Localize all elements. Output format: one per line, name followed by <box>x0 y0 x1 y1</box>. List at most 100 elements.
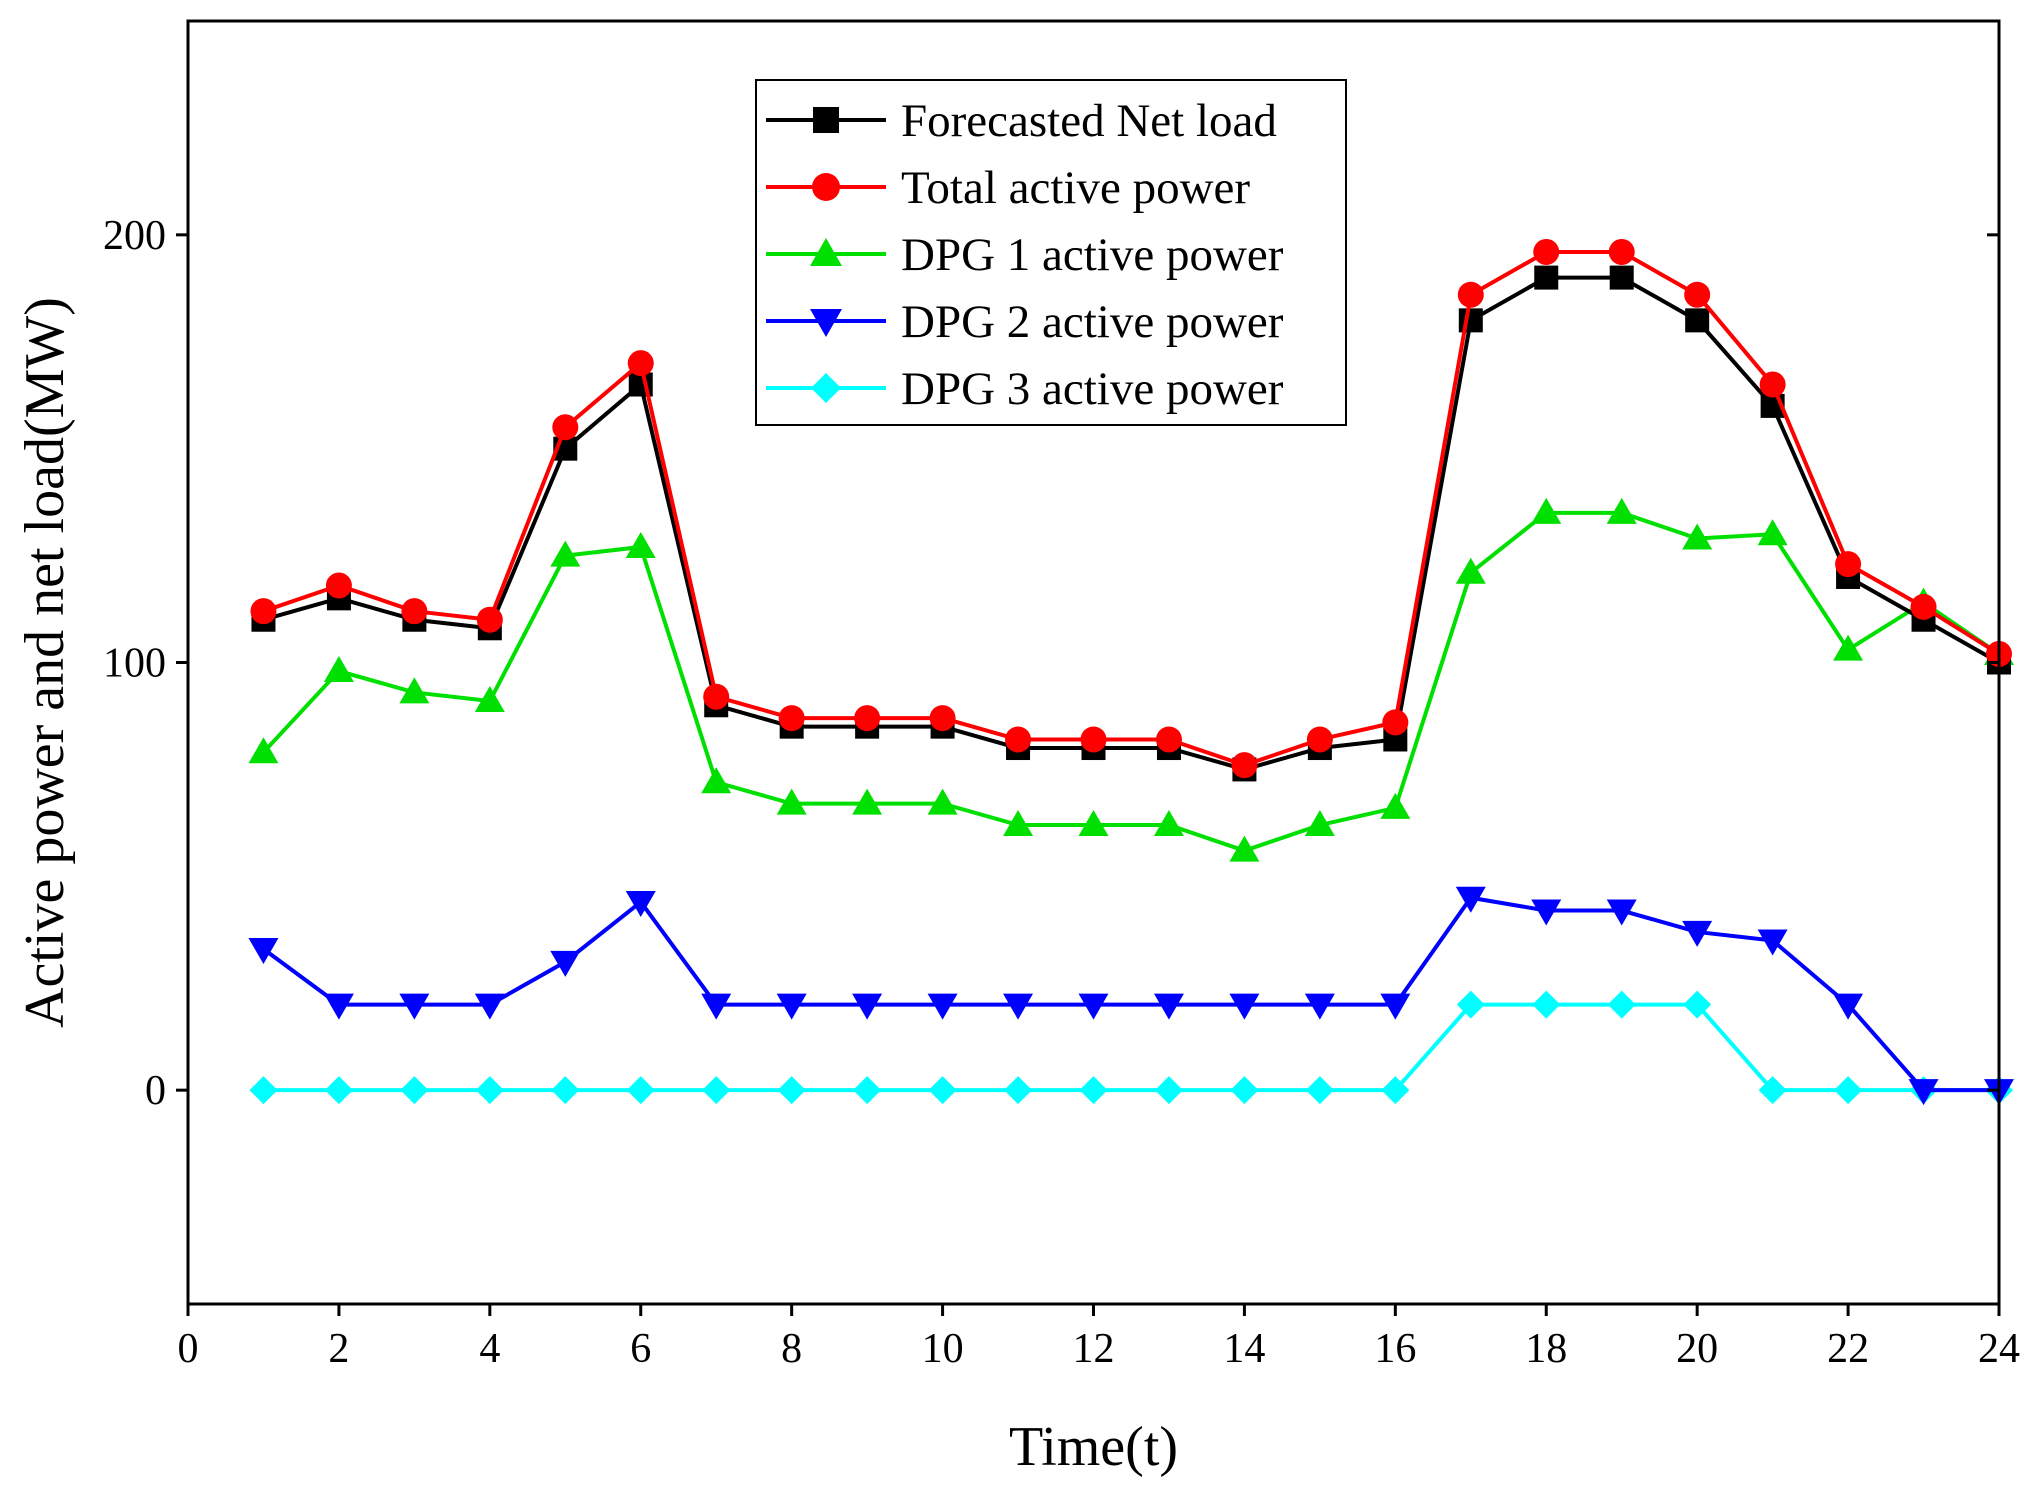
data-point <box>1456 990 1485 1019</box>
data-point <box>1304 810 1335 837</box>
data-point <box>550 950 581 977</box>
data-point <box>552 414 579 441</box>
data-point <box>1684 281 1711 308</box>
data-point <box>776 993 807 1020</box>
data-point <box>1682 523 1713 550</box>
data-point <box>1758 1076 1787 1105</box>
data-point <box>1305 1076 1334 1105</box>
series-line <box>262 249 2001 768</box>
legend-item: DPG 2 active power <box>766 296 1284 348</box>
legend-item: DPG 1 active power <box>766 229 1284 281</box>
legend-marker <box>810 238 842 266</box>
legend: Forecasted Net load Total active power DPG… <box>755 79 1347 426</box>
data-point <box>701 767 732 794</box>
data-point <box>1380 993 1411 1020</box>
data-point <box>701 993 732 1020</box>
legend-item: DPG 3 active power <box>766 363 1284 415</box>
x-tick-label: 0 <box>178 1326 199 1372</box>
x-tick-label: 8 <box>781 1326 802 1372</box>
data-point <box>853 1076 882 1105</box>
data-point <box>1078 810 1109 837</box>
x-tick-label: 12 <box>1073 1326 1115 1372</box>
data-point <box>551 1076 580 1105</box>
legend-label: DPG 3 active power <box>901 363 1284 415</box>
series-5 <box>249 990 2013 1105</box>
data-point <box>324 1076 353 1105</box>
x-tick-label: 20 <box>1676 1326 1718 1372</box>
data-point <box>1079 1076 1108 1105</box>
data-point <box>1231 752 1258 779</box>
data-point <box>625 532 656 559</box>
x-tick-label: 18 <box>1525 1326 1567 1372</box>
data-point <box>1153 993 1184 1020</box>
data-point <box>1759 371 1786 398</box>
data-point <box>854 705 881 732</box>
data-point <box>1153 810 1184 837</box>
data-point <box>1380 792 1411 819</box>
data-point <box>1003 993 1034 1020</box>
series-line <box>261 510 2001 853</box>
data-point <box>1078 993 1109 1020</box>
data-point <box>1609 265 1634 290</box>
data-point <box>1306 726 1333 753</box>
legend-marker <box>812 173 840 201</box>
y-tick-label: 100 <box>103 641 166 687</box>
data-point <box>325 572 352 599</box>
data-point <box>550 540 581 567</box>
data-point <box>1607 990 1636 1019</box>
data-point <box>927 788 958 815</box>
legend-label: Forecasted Net load <box>901 95 1277 147</box>
data-point <box>1534 265 1559 290</box>
data-point <box>1683 990 1712 1019</box>
data-point <box>400 1076 429 1105</box>
data-point <box>399 993 430 1020</box>
data-point <box>1080 726 1107 753</box>
y-tick-label: 0 <box>145 1068 166 1114</box>
data-point <box>401 598 428 625</box>
data-point <box>928 1076 957 1105</box>
x-axis-title: Time(t) <box>1009 1416 1178 1478</box>
y-tick-label: 200 <box>103 213 166 259</box>
data-point <box>323 656 354 683</box>
legend-item: Total active power <box>766 162 1250 214</box>
data-point <box>1457 281 1484 308</box>
data-point <box>1532 990 1561 1019</box>
data-point <box>702 1076 731 1105</box>
data-point <box>852 993 883 1020</box>
data-point <box>929 705 956 732</box>
data-point <box>627 350 654 377</box>
data-point <box>778 705 805 732</box>
data-point <box>776 788 807 815</box>
data-point <box>1757 929 1788 956</box>
data-point <box>1608 238 1635 265</box>
data-point <box>1835 551 1862 578</box>
data-point <box>1531 899 1562 926</box>
data-point <box>1304 993 1335 1020</box>
data-point <box>1003 810 1034 837</box>
x-tick-label: 24 <box>1978 1326 2020 1372</box>
data-point <box>852 788 883 815</box>
x-tick-label: 6 <box>630 1326 651 1372</box>
x-tick-label: 4 <box>479 1326 500 1372</box>
x-tick-label: 16 <box>1374 1326 1416 1372</box>
data-point <box>475 1076 504 1105</box>
data-point <box>1382 709 1409 736</box>
data-point <box>1154 1076 1183 1105</box>
data-point <box>927 993 958 1020</box>
series-line <box>262 895 1999 1093</box>
data-point <box>1685 308 1710 333</box>
data-point <box>1004 1076 1033 1105</box>
data-point <box>248 737 279 764</box>
data-point <box>323 993 354 1020</box>
legend-label: DPG 1 active power <box>901 229 1284 281</box>
data-point <box>1833 993 1864 1020</box>
legend-label: DPG 2 active power <box>901 296 1284 348</box>
data-point <box>1229 835 1260 862</box>
data-point <box>1606 497 1637 524</box>
data-point <box>1834 1076 1863 1105</box>
data-point <box>1455 557 1486 584</box>
data-point <box>1910 593 1937 620</box>
data-point <box>1606 899 1637 926</box>
data-point <box>777 1076 806 1105</box>
legend-marker <box>811 373 841 403</box>
